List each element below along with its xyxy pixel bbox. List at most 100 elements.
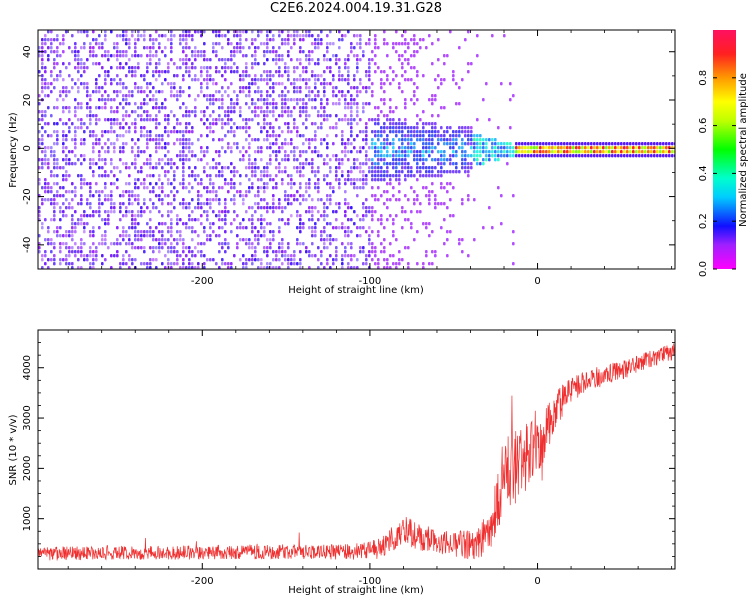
- spectrogram-cell: [416, 230, 419, 234]
- spectrogram-cell: [440, 134, 443, 138]
- spectrogram-cell: [275, 106, 278, 110]
- spectrogram-cell: [101, 130, 104, 134]
- spectrogram-cell: [278, 150, 281, 154]
- spectrogram-cell: [287, 98, 290, 102]
- spectrogram-cell: [641, 142, 644, 146]
- spectrogram-cell: [233, 50, 236, 54]
- spectrogram-cell: [419, 130, 422, 134]
- spectrogram-cell: [308, 182, 311, 186]
- spectrogram-cell: [470, 130, 473, 134]
- spectrogram-cell: [209, 166, 212, 170]
- spectrogram-cell: [143, 234, 146, 238]
- spectrogram-cell: [47, 266, 50, 269]
- spectrogram-cell: [227, 130, 230, 134]
- spectrogram-cell: [230, 130, 233, 134]
- spectrogram-cell: [260, 198, 263, 202]
- spectrogram-cell: [98, 42, 101, 46]
- spectrogram-cell: [323, 178, 326, 182]
- spectrogram-cell: [182, 154, 185, 158]
- spectrogram-cell: [83, 46, 86, 50]
- spectrogram-cell: [236, 190, 239, 194]
- spectrogram-cell: [317, 126, 320, 130]
- spectrogram-cell: [71, 222, 74, 226]
- spectrogram-cell: [446, 130, 449, 134]
- spectrogram-cell: [158, 70, 161, 74]
- spectrogram-cell: [197, 234, 200, 238]
- spectrogram-cell: [467, 138, 470, 142]
- spectrogram-cell: [125, 166, 128, 170]
- spectrogram-cell: [308, 30, 311, 34]
- spectrogram-cell: [263, 246, 266, 250]
- spectrogram-cell: [155, 226, 158, 230]
- spectrogram-cell: [377, 258, 380, 262]
- spectrogram-cell: [260, 110, 263, 114]
- spectrogram-cell: [173, 86, 176, 90]
- spectrogram-cell: [416, 162, 419, 166]
- spectrogram-cell: [302, 106, 305, 110]
- spectrogram-cell: [374, 250, 377, 254]
- spectrogram-cell: [152, 166, 155, 170]
- spectrogram-cell: [77, 50, 80, 54]
- spectrogram-cell: [356, 114, 359, 118]
- spectrogram-cell: [230, 42, 233, 46]
- spectrogram-cell: [356, 214, 359, 218]
- spectrogram-cell: [188, 182, 191, 186]
- spectrogram-cell: [65, 246, 68, 250]
- spectrogram-cell: [434, 126, 437, 130]
- spectrogram-cell: [380, 82, 383, 86]
- spectrogram-cell: [392, 234, 395, 238]
- spectrogram-cell: [122, 150, 125, 154]
- spectrogram-cell: [260, 178, 263, 182]
- spectrogram-cell: [92, 234, 95, 238]
- spectrogram-cell: [167, 262, 170, 266]
- spectrogram-cell: [71, 86, 74, 90]
- spectrogram-cell: [278, 246, 281, 250]
- spectrogram-cell: [53, 130, 56, 134]
- spectrogram-cell: [68, 158, 71, 162]
- spectrogram-cell: [266, 166, 269, 170]
- spectrogram-cell: [320, 42, 323, 46]
- spectrogram-cell: [233, 110, 236, 114]
- spectrogram-cell: [215, 34, 218, 38]
- spectrogram-cell: [104, 198, 107, 202]
- spectrogram-cell: [227, 114, 230, 118]
- spectrogram-cell: [221, 138, 224, 142]
- spectrogram-cell: [158, 174, 161, 178]
- spectrogram-cell: [260, 266, 263, 269]
- spectrogram-cell: [635, 154, 638, 158]
- spectrogram-cell: [98, 106, 101, 110]
- spectrogram-cell: [167, 202, 170, 206]
- spectrogram-cell: [170, 34, 173, 38]
- spectrogram-cell: [248, 134, 251, 138]
- spectrogram-cell: [320, 82, 323, 86]
- spectrogram-cell: [404, 138, 407, 142]
- spectrogram-cell: [209, 202, 212, 206]
- spectrogram-cell: [209, 98, 212, 102]
- spectrogram-cell: [170, 46, 173, 50]
- spectrogram-cell: [143, 246, 146, 250]
- spectrogram-cell: [242, 226, 245, 230]
- spectrogram-cell: [239, 34, 242, 38]
- spectrogram-cell: [257, 34, 260, 38]
- spectrogram-cell: [437, 142, 440, 146]
- spectrogram-cell: [242, 158, 245, 162]
- spectrogram-cell: [107, 138, 110, 142]
- spectrogram-cell: [128, 238, 131, 242]
- spectrogram-cell: [56, 182, 59, 186]
- spectrogram-cell: [296, 90, 299, 94]
- spectrogram-cell: [323, 266, 326, 269]
- spectrogram-cell: [371, 258, 374, 262]
- spectrogram-cell: [47, 166, 50, 170]
- spectrogram-cell: [287, 142, 290, 146]
- spectrogram-cell: [254, 158, 257, 162]
- spectrogram-cell: [245, 210, 248, 214]
- spectrogram-cell: [269, 262, 272, 266]
- spectrogram-cell: [344, 94, 347, 98]
- spectrogram-cell: [266, 74, 269, 78]
- spectrogram-cell: [326, 154, 329, 158]
- spectrogram-cell: [665, 142, 668, 146]
- spectrogram-cell: [452, 134, 455, 138]
- spectrogram-cell: [251, 66, 254, 70]
- spectrogram-cell: [215, 150, 218, 154]
- spectrogram-cell: [47, 182, 50, 186]
